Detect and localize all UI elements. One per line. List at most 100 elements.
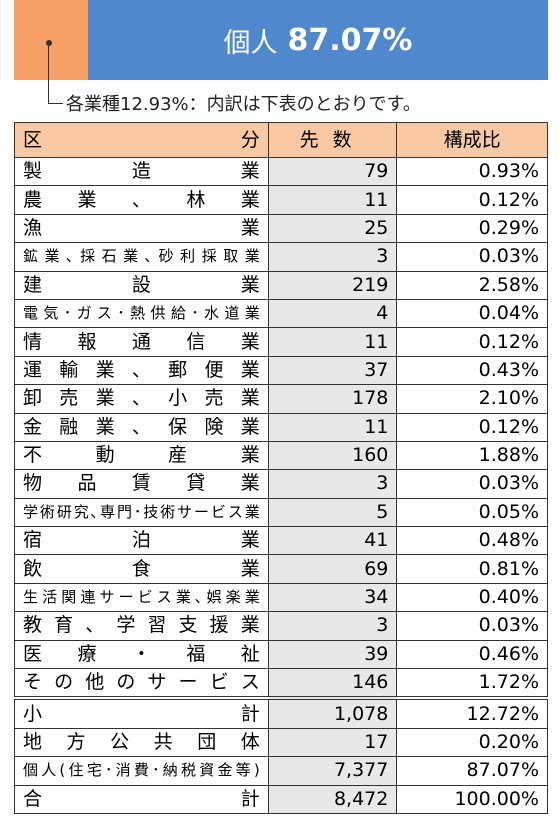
table-row: 飲食業 69 0.81%: [14, 554, 548, 584]
table-cell: 146: [267, 668, 398, 699]
table-cell: 電気･ガス･熱供給･水道業: [14, 298, 269, 329]
table-row: その他のサービス 146 1.72%: [14, 668, 548, 699]
table-row: 合計 8,472 100.00%: [14, 784, 548, 814]
table-cell: 金融業、保険業: [14, 412, 269, 442]
table-row: 不動産業 160 1.88%: [14, 440, 548, 471]
table-cell: 160: [267, 440, 398, 471]
dot: [46, 40, 52, 46]
table-cell: その他のサービス: [14, 668, 269, 699]
table-cell: 生活関連サービス業､娯楽業: [14, 582, 269, 613]
table-cell: 0.46%: [396, 639, 548, 670]
table-cell: 79: [267, 156, 398, 187]
table-cell: 1.72%: [396, 668, 548, 699]
table-cell: 製造業: [14, 156, 269, 187]
table-cell: 0.48%: [396, 526, 548, 556]
table-cell: 1.88%: [396, 440, 548, 471]
table-cell: 宿泊業: [14, 526, 269, 556]
banner-value: 87.07%: [287, 22, 413, 58]
table-row: 区分 先数 構成比: [14, 122, 548, 158]
table-cell: 物品賃貸業: [14, 469, 269, 499]
table-cell: 情報通信業: [14, 327, 269, 357]
table-cell: 11: [267, 412, 398, 442]
table-cell: 運輸業、郵便業: [14, 355, 269, 386]
table-cell: 建設業: [14, 270, 269, 300]
table-row: 宿泊業 41 0.48%: [14, 526, 548, 556]
table-row: 物品賃貸業 3 0.03%: [14, 469, 548, 499]
table-cell: 0.81%: [396, 554, 548, 584]
table-cell: 0.12%: [396, 412, 548, 442]
table-cell: 3: [267, 611, 398, 641]
table-cell: 2.10%: [396, 384, 548, 414]
table-cell: 飲食業: [14, 554, 269, 584]
table-row: 製造業 79 0.93%: [14, 156, 548, 187]
table-cell: 11: [267, 327, 398, 357]
table-cell: 178: [267, 384, 398, 414]
banner: 個人 87.07%: [88, 0, 548, 80]
table-row: 教育、学習支援業 3 0.03%: [14, 611, 548, 641]
table-cell: 0.03%: [396, 611, 548, 641]
table-row: 金融業、保険業 11 0.12%: [14, 412, 548, 442]
table-row: 地方公共団体 17 0.20%: [14, 727, 548, 758]
leader-line: [48, 43, 63, 104]
table-cell: 医療・福祉: [14, 639, 269, 670]
table-cell: 17: [267, 727, 398, 758]
table-row: 運輸業、郵便業 37 0.43%: [14, 355, 548, 386]
table-cell: 0.93%: [396, 156, 548, 187]
table-row: 情報通信業 11 0.12%: [14, 327, 548, 357]
table-cell: 12.72%: [396, 696, 548, 729]
table-cell: 3: [267, 469, 398, 499]
note: 各業種12.93%：内訳は下表のとおりです。: [66, 94, 421, 115]
table-cell: 構成比: [396, 122, 548, 158]
table-row: 生活関連サービス業､娯楽業 34 0.40%: [14, 582, 548, 613]
table-cell: 3: [267, 242, 398, 272]
banner-title: 個人: [223, 27, 278, 59]
table-cell: 37: [267, 355, 398, 386]
table-cell: 0.12%: [396, 327, 548, 357]
table-cell: 25: [267, 213, 398, 244]
table-cell: 34: [267, 582, 398, 613]
table-row: 電気･ガス･熱供給･水道業 4 0.04%: [14, 298, 548, 329]
table-cell: 1,078: [267, 696, 398, 729]
table-cell: 先数: [267, 122, 398, 158]
table-cell: 0.03%: [396, 242, 548, 272]
table-cell: 2.58%: [396, 270, 548, 300]
table-cell: 11: [267, 185, 398, 215]
table-cell: 4: [267, 298, 398, 329]
table-row: 鉱業､採石業､砂利採取業 3 0.03%: [14, 242, 548, 272]
table-cell: 0.05%: [396, 497, 548, 528]
table-cell: 39: [267, 639, 398, 670]
table-cell: 8,472: [267, 784, 398, 814]
table-cell: 0.20%: [396, 727, 548, 758]
table-cell: 87.07%: [396, 756, 548, 786]
table-cell: 学術研究､専門･技術サービス業: [14, 497, 269, 528]
table: 区分 先数 構成比 製造業 79 0.93% 農業、林業 11 0.12% 漁業 25 0.29% 鉱業…: [14, 122, 548, 814]
table-cell: 農業、林業: [14, 185, 269, 215]
table-row: 個人(住宅･消費･納税資金等) 7,377 87.07%: [14, 756, 548, 786]
table-cell: 不動産業: [14, 440, 269, 471]
table-cell: 合計: [14, 784, 269, 814]
table-cell: 5: [267, 497, 398, 528]
table-cell: 個人(住宅･消費･納税資金等): [14, 756, 269, 786]
table-cell: 7,377: [267, 756, 398, 786]
table-cell: 69: [267, 554, 398, 584]
table-row: 建設業 219 2.58%: [14, 270, 548, 300]
table-cell: 0.40%: [396, 582, 548, 613]
table-cell: 219: [267, 270, 398, 300]
table-cell: 0.04%: [396, 298, 548, 329]
table-cell: 教育、学習支援業: [14, 611, 269, 641]
table-cell: 地方公共団体: [14, 727, 269, 758]
table-cell: 0.03%: [396, 469, 548, 499]
table-cell: 区分: [14, 122, 269, 158]
table-cell: 0.12%: [396, 185, 548, 215]
table-row: 小計 1,078 12.72%: [14, 696, 548, 729]
table-row: 卸売業、小売業 178 2.10%: [14, 384, 548, 414]
table-row: 学術研究､専門･技術サービス業 5 0.05%: [14, 497, 548, 528]
table-cell: 小計: [14, 696, 269, 729]
table-cell: 0.29%: [396, 213, 548, 244]
table-cell: 漁業: [14, 213, 269, 244]
table-cell: 卸売業、小売業: [14, 384, 269, 414]
table-row: 農業、林業 11 0.12%: [14, 185, 548, 215]
table-row: 医療・福祉 39 0.46%: [14, 639, 548, 670]
table-cell: 100.00%: [396, 784, 548, 814]
table-cell: 41: [267, 526, 398, 556]
